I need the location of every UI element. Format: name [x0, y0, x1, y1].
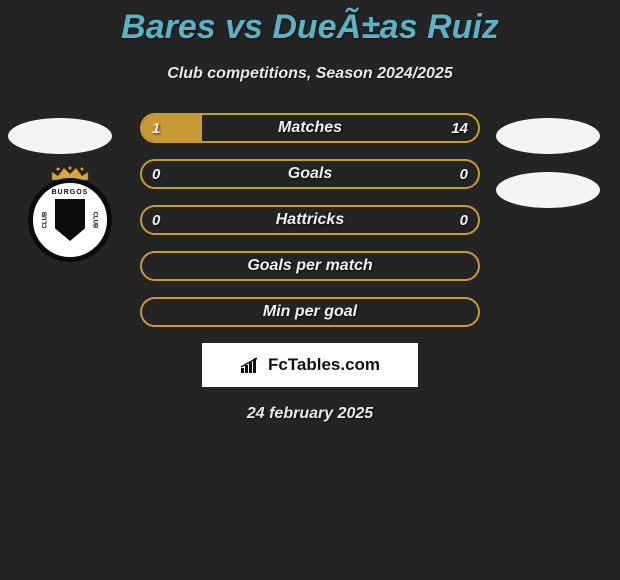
stat-row: 114Matches — [140, 113, 480, 143]
bar-chart-icon — [240, 356, 264, 374]
page-title: Bares vs DueÃ±as Ruiz — [0, 0, 620, 47]
crest-text-right: CLUB — [92, 212, 98, 229]
stat-label: Matches — [142, 115, 478, 141]
stat-row: 00Hattricks — [140, 205, 480, 235]
crest-text-left: CLUB — [42, 212, 48, 229]
stat-row: Goals per match — [140, 251, 480, 281]
logo-text: FcTables.com — [268, 355, 380, 375]
stat-label: Min per goal — [142, 299, 478, 325]
stat-label: Hattricks — [142, 207, 478, 233]
player-badge-right-2 — [496, 172, 600, 208]
source-logo: FcTables.com — [202, 343, 418, 387]
club-crest: BURGOS CLUB CLUB — [28, 178, 112, 262]
player-badge-right-1 — [496, 118, 600, 154]
stat-label: Goals — [142, 161, 478, 187]
stat-row: Min per goal — [140, 297, 480, 327]
stats-container: 114Matches 00Goals 00Hattricks Goals per ma… — [140, 113, 480, 327]
stat-row: 00Goals — [140, 159, 480, 189]
crest-text-top: BURGOS — [33, 189, 107, 196]
date-label: 24 february 2025 — [0, 405, 620, 423]
player-badge-left — [8, 118, 112, 154]
shield-icon — [55, 199, 85, 241]
stat-label: Goals per match — [142, 253, 478, 279]
subtitle: Club competitions, Season 2024/2025 — [0, 65, 620, 83]
